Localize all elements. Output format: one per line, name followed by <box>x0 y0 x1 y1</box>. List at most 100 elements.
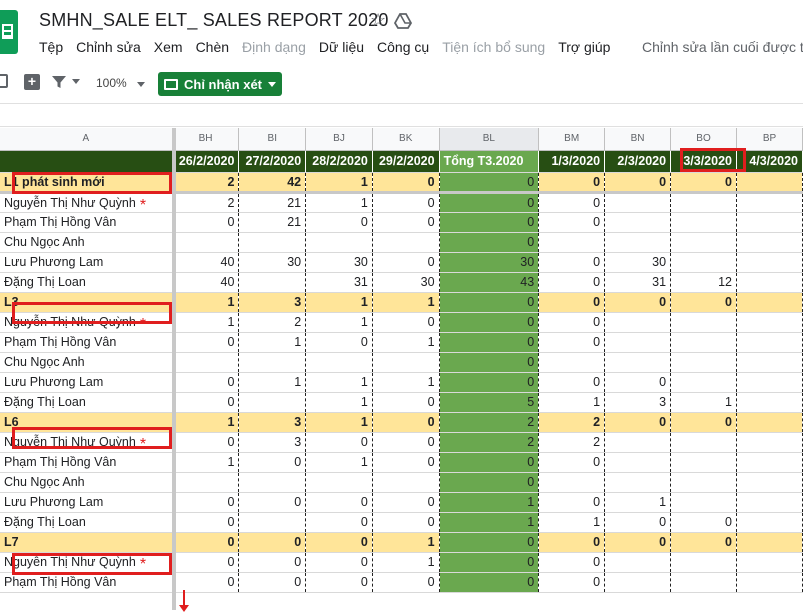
value-cell[interactable]: 1 <box>439 492 540 513</box>
value-cell[interactable]: 0 <box>604 292 672 313</box>
value-cell[interactable] <box>736 192 803 213</box>
value-cell[interactable] <box>604 232 672 253</box>
value-cell[interactable] <box>736 412 803 433</box>
value-cell[interactable]: 0 <box>439 212 540 233</box>
menu-item-7[interactable]: Tiện ích bổ sung <box>442 39 546 55</box>
value-cell[interactable]: 0 <box>372 252 440 273</box>
value-cell[interactable]: 2 <box>238 312 307 333</box>
value-cell[interactable] <box>538 232 606 253</box>
value-cell[interactable]: 0 <box>538 332 606 353</box>
insert-comment-icon[interactable]: + <box>24 74 40 90</box>
value-cell[interactable]: 0 <box>538 292 606 313</box>
value-cell[interactable]: 0 <box>538 192 606 213</box>
column-header[interactable]: BK <box>372 128 440 151</box>
value-cell[interactable]: 1 <box>538 392 606 413</box>
value-cell[interactable] <box>604 572 672 593</box>
value-cell[interactable]: 0 <box>238 492 307 513</box>
column-header[interactable]: BO <box>670 128 737 151</box>
value-cell[interactable]: 0 <box>670 172 737 194</box>
last-edit-link[interactable]: Chỉnh sửa lần cuối được th <box>642 39 803 55</box>
value-cell[interactable]: 5 <box>439 392 540 413</box>
value-cell[interactable]: 21 <box>238 192 307 213</box>
value-cell[interactable] <box>305 232 373 253</box>
value-cell[interactable] <box>670 492 737 513</box>
menu-item-2[interactable]: Xem <box>153 39 183 55</box>
header-name-cell[interactable] <box>0 150 173 173</box>
value-cell[interactable]: 1 <box>604 492 672 513</box>
menu-item-8[interactable]: Trợ giúp <box>558 39 611 55</box>
value-cell[interactable]: 0 <box>372 492 440 513</box>
date-header-cell[interactable]: 4/3/2020 <box>736 150 803 173</box>
value-cell[interactable]: 0 <box>439 232 540 253</box>
name-cell[interactable]: Phạm Thị Hồng Vân <box>0 572 173 593</box>
value-cell[interactable]: 0 <box>172 512 240 533</box>
value-cell[interactable]: 0 <box>372 432 440 453</box>
value-cell[interactable] <box>736 492 803 513</box>
value-cell[interactable] <box>604 452 672 473</box>
value-cell[interactable]: 1 <box>305 372 373 393</box>
name-cell[interactable]: Chu Ngọc Anh <box>0 352 173 373</box>
star-icon[interactable]: ☆ <box>370 10 387 30</box>
value-cell[interactable]: 0 <box>439 192 540 213</box>
value-cell[interactable] <box>736 292 803 313</box>
value-cell[interactable] <box>372 472 440 493</box>
value-cell[interactable]: 1 <box>670 392 737 413</box>
name-cell[interactable]: Lưu Phương Lam <box>0 372 173 393</box>
comment-only-button[interactable]: Chỉ nhận xét <box>158 72 282 96</box>
value-cell[interactable] <box>736 312 803 333</box>
value-cell[interactable] <box>736 572 803 593</box>
value-cell[interactable]: 2 <box>172 172 240 194</box>
name-cell[interactable]: Đặng Thị Loan <box>0 272 173 293</box>
value-cell[interactable]: 1 <box>305 412 373 433</box>
value-cell[interactable] <box>670 192 737 213</box>
column-header[interactable]: BJ <box>305 128 373 151</box>
name-cell[interactable]: Lưu Phương Lam <box>0 492 173 513</box>
value-cell[interactable] <box>736 352 803 373</box>
value-cell[interactable]: 0 <box>238 552 307 573</box>
frozen-column-divider[interactable] <box>172 128 176 610</box>
value-cell[interactable]: 0 <box>238 572 307 593</box>
value-cell[interactable] <box>736 392 803 413</box>
value-cell[interactable] <box>736 252 803 273</box>
value-cell[interactable]: 0 <box>439 352 540 373</box>
value-cell[interactable]: 30 <box>305 252 373 273</box>
document-title[interactable]: SMHN_SALE ELT_ SALES REPORT 2020 <box>39 10 389 30</box>
value-cell[interactable]: 0 <box>604 372 672 393</box>
value-cell[interactable]: 0 <box>372 412 440 433</box>
value-cell[interactable]: 0 <box>305 212 373 233</box>
value-cell[interactable]: 43 <box>439 272 540 293</box>
value-cell[interactable]: 30 <box>439 252 540 273</box>
value-cell[interactable]: 1 <box>305 292 373 313</box>
value-cell[interactable]: 0 <box>439 172 540 194</box>
value-cell[interactable]: 0 <box>172 332 240 353</box>
value-cell[interactable] <box>172 232 240 253</box>
value-cell[interactable] <box>670 332 737 353</box>
menu-item-0[interactable]: Tệp <box>39 39 64 55</box>
name-cell[interactable]: Đặng Thị Loan <box>0 512 173 533</box>
menu-item-6[interactable]: Công cụ <box>377 39 430 55</box>
value-cell[interactable]: 0 <box>372 212 440 233</box>
value-cell[interactable] <box>670 572 737 593</box>
value-cell[interactable]: 1 <box>305 172 373 194</box>
value-cell[interactable]: 0 <box>305 572 373 593</box>
print-icon[interactable] <box>0 74 8 88</box>
value-cell[interactable]: 0 <box>372 312 440 333</box>
value-cell[interactable]: 0 <box>172 492 240 513</box>
value-cell[interactable]: 0 <box>172 212 240 233</box>
value-cell[interactable]: 12 <box>670 272 737 293</box>
value-cell[interactable]: 0 <box>604 512 672 533</box>
menu-item-4[interactable]: Định dạng <box>242 39 306 55</box>
value-cell[interactable] <box>736 552 803 573</box>
column-header[interactable]: BL <box>439 128 540 151</box>
value-cell[interactable]: 0 <box>172 552 240 573</box>
value-cell[interactable] <box>372 232 440 253</box>
value-cell[interactable]: 1 <box>305 312 373 333</box>
value-cell[interactable]: 1 <box>538 512 606 533</box>
value-cell[interactable] <box>604 332 672 353</box>
value-cell[interactable] <box>604 432 672 453</box>
value-cell[interactable]: 0 <box>538 492 606 513</box>
value-cell[interactable]: 0 <box>670 412 737 433</box>
value-cell[interactable]: 1 <box>372 552 440 573</box>
value-cell[interactable]: 1 <box>372 332 440 353</box>
value-cell[interactable] <box>538 352 606 373</box>
